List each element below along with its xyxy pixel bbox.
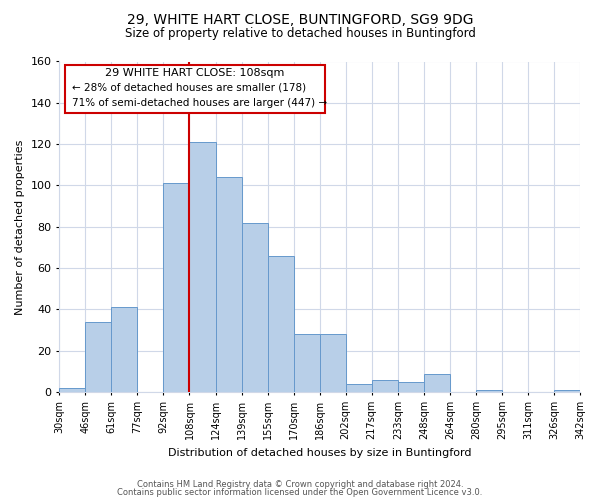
Text: 29 WHITE HART CLOSE: 108sqm: 29 WHITE HART CLOSE: 108sqm [105, 68, 284, 78]
Bar [320, 334, 346, 392]
Bar [372, 380, 398, 392]
Bar [398, 382, 424, 392]
Text: 29, WHITE HART CLOSE, BUNTINGFORD, SG9 9DG: 29, WHITE HART CLOSE, BUNTINGFORD, SG9 9… [127, 12, 473, 26]
FancyBboxPatch shape [65, 65, 325, 113]
Bar [476, 390, 502, 392]
Bar [112, 308, 137, 392]
Text: Contains public sector information licensed under the Open Government Licence v3: Contains public sector information licen… [118, 488, 482, 497]
Bar [190, 142, 215, 392]
Y-axis label: Number of detached properties: Number of detached properties [15, 139, 25, 314]
Bar [346, 384, 372, 392]
X-axis label: Distribution of detached houses by size in Buntingford: Distribution of detached houses by size … [168, 448, 472, 458]
Bar [554, 390, 580, 392]
Bar [293, 334, 320, 392]
Bar [215, 177, 242, 392]
Bar [59, 388, 85, 392]
Bar [85, 322, 112, 392]
Text: Contains HM Land Registry data © Crown copyright and database right 2024.: Contains HM Land Registry data © Crown c… [137, 480, 463, 489]
Bar [242, 222, 268, 392]
Text: 71% of semi-detached houses are larger (447) →: 71% of semi-detached houses are larger (… [73, 98, 328, 108]
Text: ← 28% of detached houses are smaller (178): ← 28% of detached houses are smaller (17… [73, 83, 307, 93]
Text: Size of property relative to detached houses in Buntingford: Size of property relative to detached ho… [125, 28, 475, 40]
Bar [163, 184, 190, 392]
Bar [424, 374, 450, 392]
Bar [268, 256, 293, 392]
